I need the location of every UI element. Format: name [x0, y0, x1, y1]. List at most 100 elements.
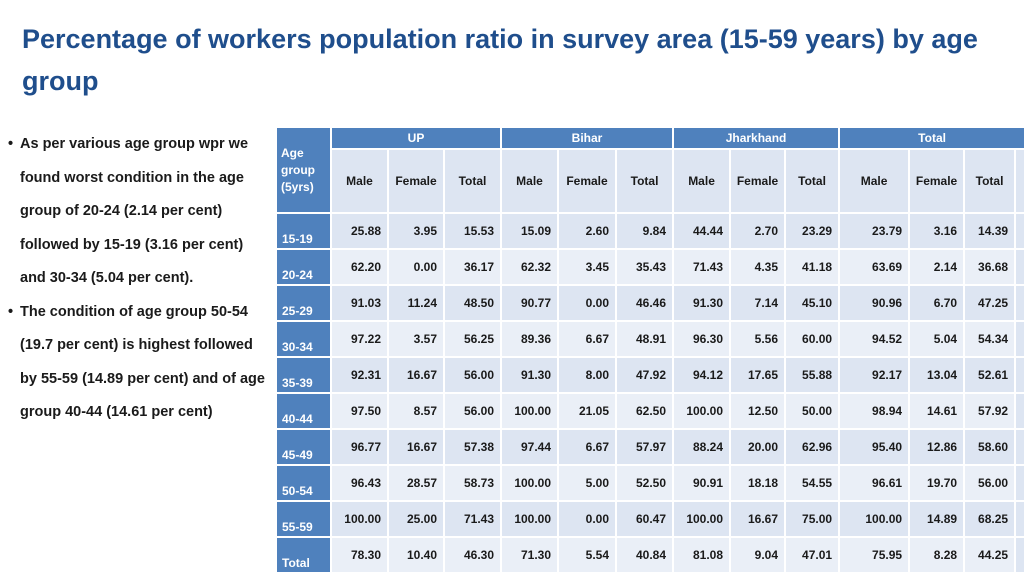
value-cell: 0.00: [557, 500, 618, 538]
value-cell: 10.40: [387, 536, 445, 574]
value-cell: 58.73: [442, 464, 503, 502]
value-cell: 8.00: [557, 356, 618, 394]
sub-header-male: Male: [838, 148, 911, 214]
state-header-up: UP: [329, 126, 503, 150]
value-cell: 47.92: [615, 356, 675, 394]
value-cell: 95.40: [838, 428, 911, 466]
sub-header-male: Male: [330, 148, 389, 214]
value-cell: 3.57: [387, 320, 445, 358]
value-cell: 90.91: [672, 464, 732, 502]
value-cell: 71.43: [672, 248, 732, 286]
value-cell: 19.70: [908, 464, 966, 502]
table-row: 50-54 96.43 28.57 58.73 100.00 5.00 52.50 90.91…: [275, 464, 1024, 502]
value-cell: 14.61: [908, 392, 966, 430]
age-group-cell: 25-29: [275, 284, 332, 322]
age-group-cell: 35-39: [275, 356, 332, 394]
value-cell: 45.10: [784, 284, 841, 322]
state-header-bihar: Bihar: [500, 126, 675, 150]
table-row: 45-49 96.77 16.67 57.38 97.44 6.67 57.97 88.24 2…: [275, 428, 1024, 466]
value-cell: 62.32: [500, 248, 560, 286]
value-cell: 20.00: [729, 428, 787, 466]
value-cell: 54.55: [784, 464, 841, 502]
value-cell: 100.00: [838, 500, 911, 538]
value-cell: 57.38: [442, 428, 503, 466]
value-cell: 96.61: [838, 464, 911, 502]
row-stub-cell: [1014, 500, 1024, 538]
value-cell: 91.30: [672, 284, 732, 322]
value-cell: 21.05: [557, 392, 618, 430]
value-cell: 0.00: [387, 248, 445, 286]
age-group-cell: 30-34: [275, 320, 332, 358]
value-cell: 46.30: [442, 536, 503, 574]
age-group-cell: 40-44: [275, 392, 332, 430]
age-group-cell: 50-54: [275, 464, 332, 502]
value-cell: 90.77: [500, 284, 560, 322]
row-stub-cell: [1014, 212, 1024, 250]
value-cell: 100.00: [330, 500, 389, 538]
row-stub-cell: [1014, 320, 1024, 358]
row-stub-cell: [1014, 284, 1024, 322]
value-cell: 9.84: [615, 212, 675, 250]
age-group-cell: 15-19: [275, 212, 332, 250]
value-cell: 71.30: [500, 536, 560, 574]
value-cell: 56.00: [963, 464, 1017, 502]
sub-header-male: Male: [672, 148, 732, 214]
value-cell: 6.67: [557, 320, 618, 358]
value-cell: 52.50: [615, 464, 675, 502]
value-cell: 56.00: [442, 392, 503, 430]
sub-header-total: Total: [615, 148, 675, 214]
table-row: 40-44 97.50 8.57 56.00 100.00 21.05 62.50 100.0…: [275, 392, 1024, 430]
value-cell: 13.04: [908, 356, 966, 394]
value-cell: 98.94: [838, 392, 911, 430]
value-cell: 6.70: [908, 284, 966, 322]
value-cell: 14.39: [963, 212, 1017, 250]
value-cell: 100.00: [672, 392, 732, 430]
value-cell: 41.18: [784, 248, 841, 286]
table-row: 15-19 25.88 3.95 15.53 15.09 2.60 9.84 44.44 2.7…: [275, 212, 1024, 250]
value-cell: 25.00: [387, 500, 445, 538]
value-cell: 48.50: [442, 284, 503, 322]
value-cell: 75.95: [838, 536, 911, 574]
value-cell: 18.18: [729, 464, 787, 502]
value-cell: 16.67: [387, 356, 445, 394]
value-cell: 60.47: [615, 500, 675, 538]
value-cell: 14.89: [908, 500, 966, 538]
value-cell: 2.14: [908, 248, 966, 286]
value-cell: 4.35: [729, 248, 787, 286]
value-cell: 81.08: [672, 536, 732, 574]
sub-header-female: Female: [908, 148, 966, 214]
table-row: Total 78.30 10.40 46.30 71.30 5.54 40.84 81.08 9…: [275, 536, 1024, 574]
value-cell: 12.50: [729, 392, 787, 430]
value-cell: 25.88: [330, 212, 389, 250]
sub-header-female: Female: [729, 148, 787, 214]
value-cell: 97.22: [330, 320, 389, 358]
value-cell: 6.67: [557, 428, 618, 466]
row-stub-cell: [1014, 428, 1024, 466]
value-cell: 11.24: [387, 284, 445, 322]
value-cell: 17.65: [729, 356, 787, 394]
row-stub-cell: [1014, 356, 1024, 394]
value-cell: 75.00: [784, 500, 841, 538]
value-cell: 57.92: [963, 392, 1017, 430]
value-cell: 8.57: [387, 392, 445, 430]
value-cell: 9.04: [729, 536, 787, 574]
table-row: 55-59 100.00 25.00 71.43 100.00 0.00 60.47 100.…: [275, 500, 1024, 538]
value-cell: 100.00: [500, 464, 560, 502]
sub-header-total: Total: [963, 148, 1017, 214]
table-body: 15-19 25.88 3.95 15.53 15.09 2.60 9.84 44.44 2.7…: [275, 212, 1024, 574]
value-cell: 63.69: [838, 248, 911, 286]
sub-header-row: Male Female Total Male Female Total Male…: [276, 148, 1024, 214]
value-cell: 2.60: [557, 212, 618, 250]
age-group-cell: Total: [275, 536, 332, 574]
value-cell: 91.30: [500, 356, 560, 394]
sub-header-female: Female: [557, 148, 618, 214]
table-row: 30-34 97.22 3.57 56.25 89.36 6.67 48.91 96.30 5.…: [275, 320, 1024, 358]
sub-header-female: Female: [387, 148, 445, 214]
value-cell: 0.00: [557, 284, 618, 322]
bullet-item-highest: The condition of age group 50-54 (19.7 p…: [6, 296, 268, 430]
sub-header-total: Total: [442, 148, 503, 214]
value-cell: 96.43: [330, 464, 389, 502]
value-cell: 5.54: [557, 536, 618, 574]
value-cell: 12.86: [908, 428, 966, 466]
state-header-jharkhand: Jharkhand: [672, 126, 841, 150]
